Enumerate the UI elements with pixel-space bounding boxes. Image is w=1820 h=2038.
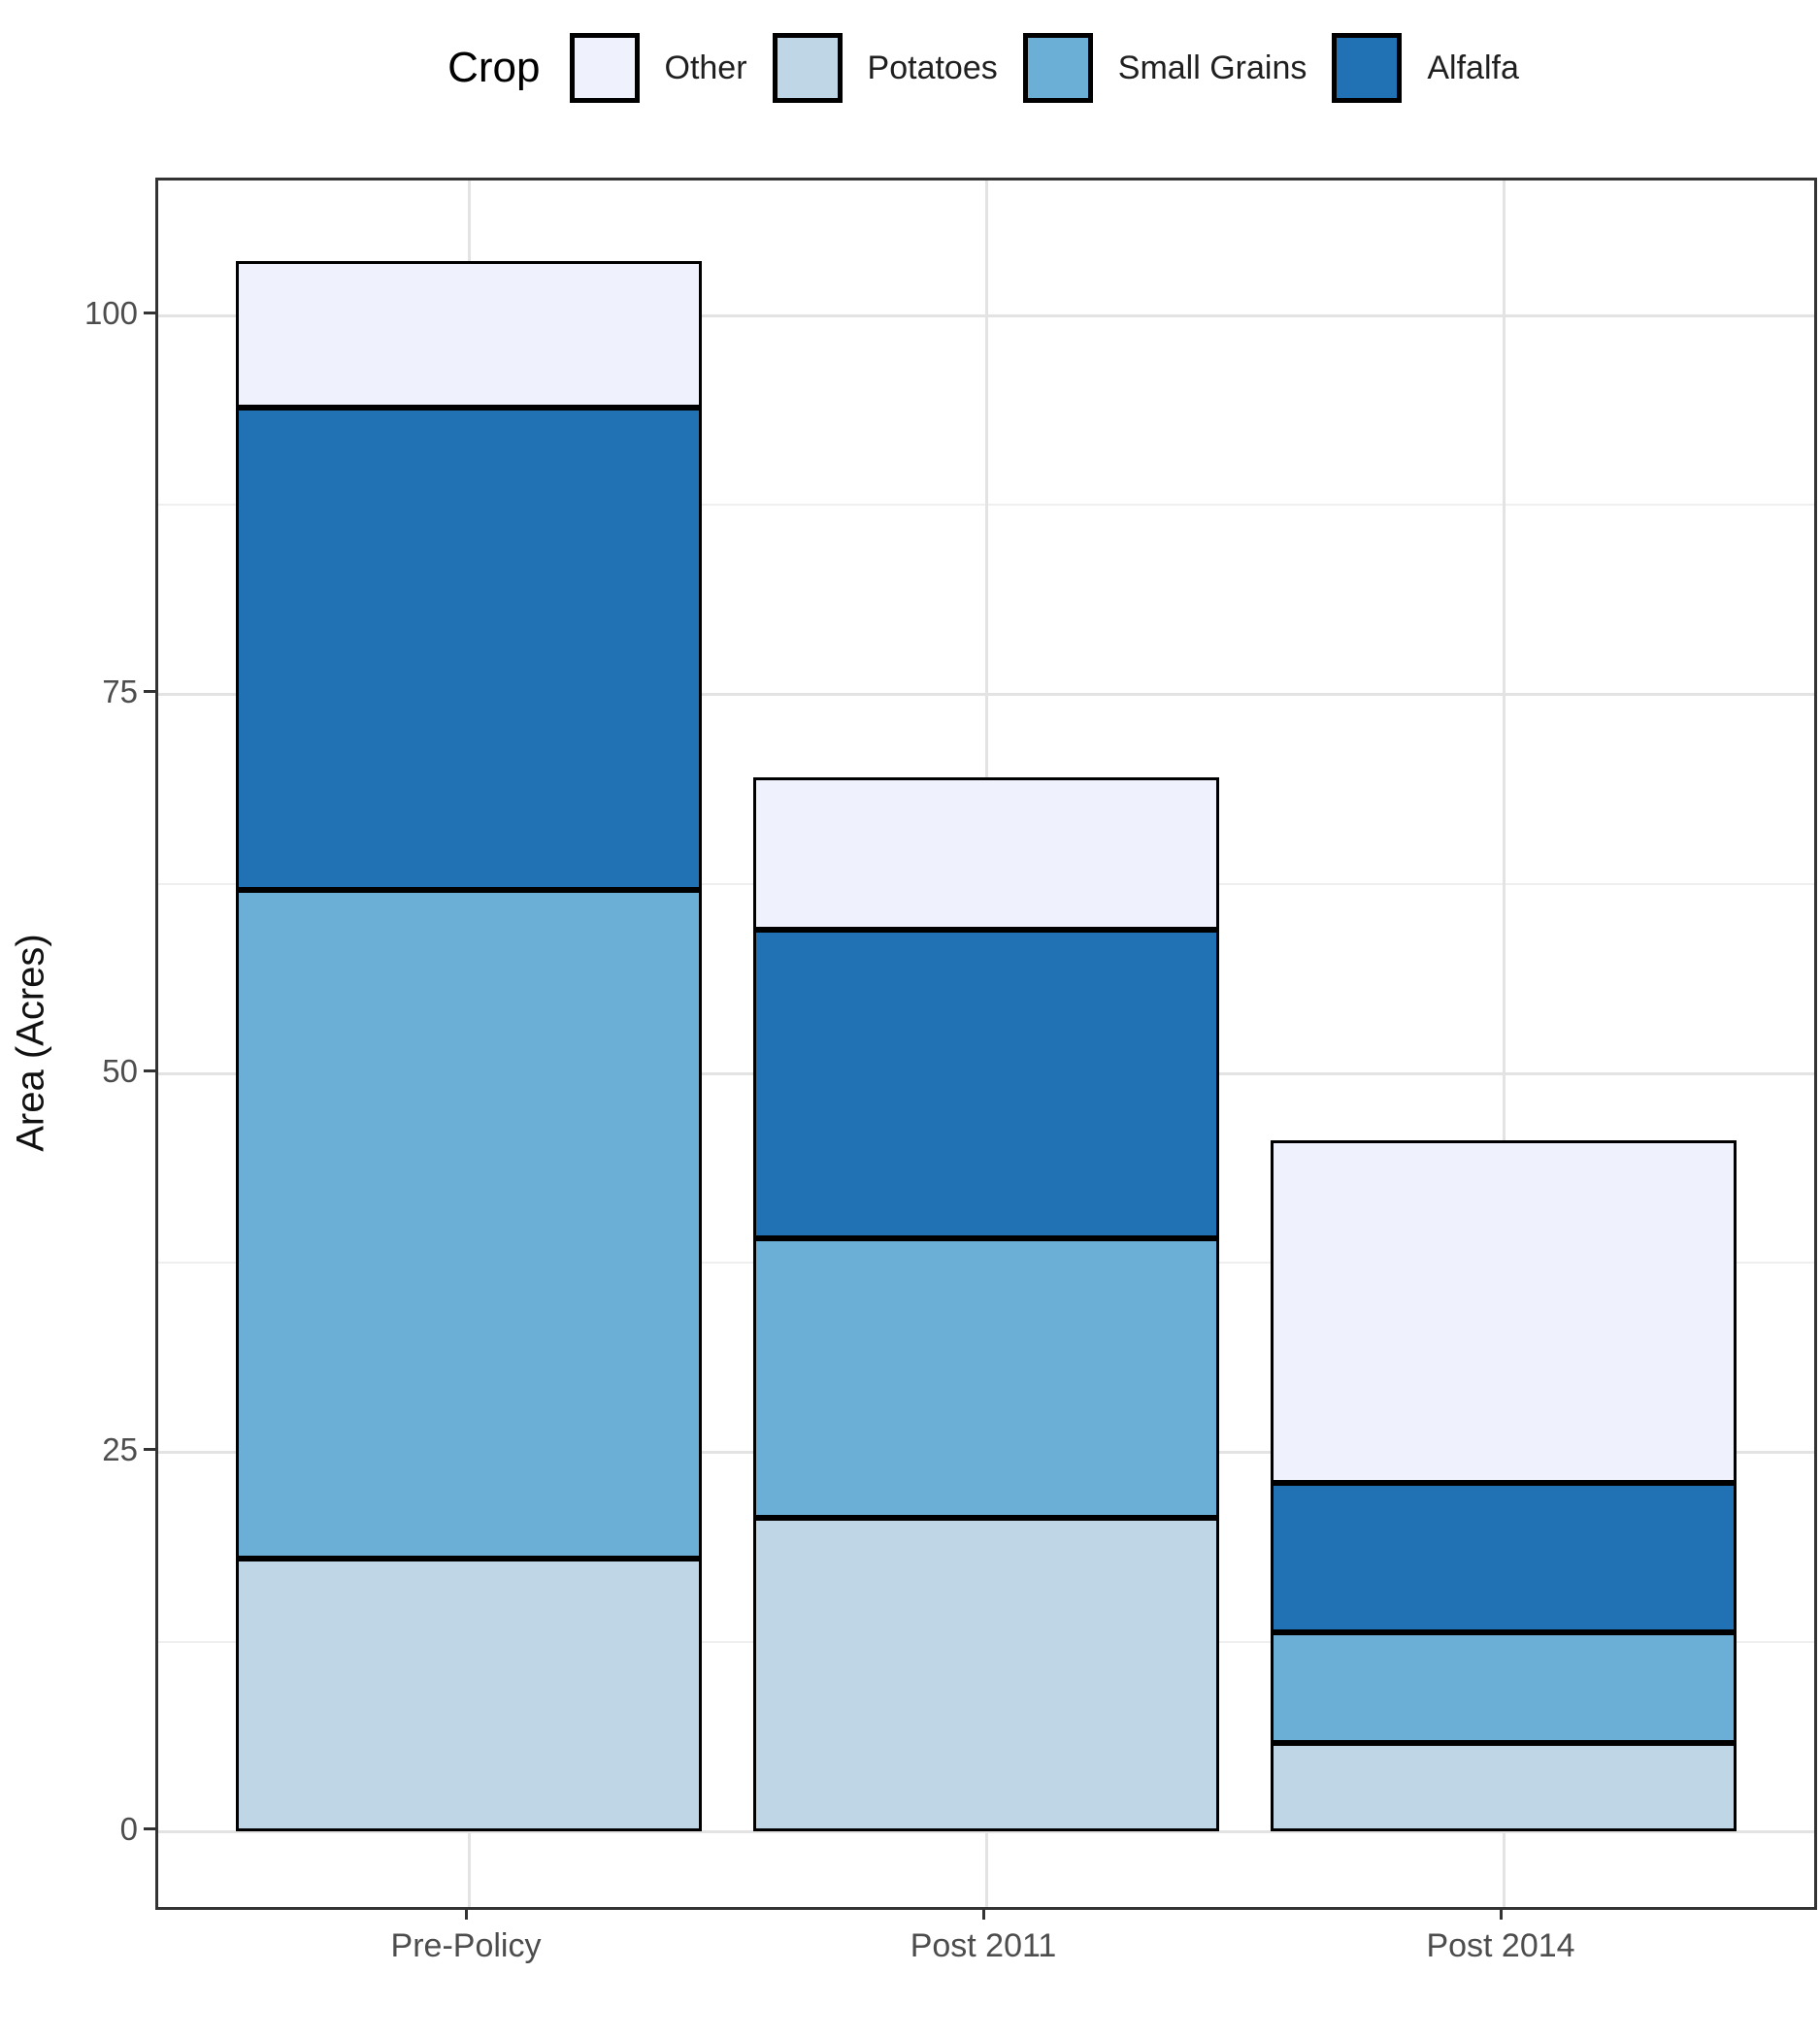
y-axis-tick-label: 100 [83,294,138,331]
x-axis-tick [464,1907,468,1920]
y-axis-tick [144,690,155,693]
x-axis-tick [1499,1907,1503,1920]
legend-key-swatch [569,33,640,103]
y-axis-tick-label: 25 [102,1431,138,1467]
x-axis-tick [981,1907,985,1920]
bar-segment-other [753,777,1219,930]
gridline-major-vertical [1502,181,1506,1907]
bar-segment-potatoes [1271,1743,1737,1831]
bar-segment-potatoes [753,1517,1219,1831]
y-axis-tick-label: 50 [102,1052,138,1089]
legend: Crop Other Potatoes Small Grains Alfalfa [155,14,1811,122]
legend-title: Crop [447,44,541,91]
x-axis-tick-label: Pre-Policy [390,1927,542,1964]
legend-item-small-grains: Small Grains [1022,33,1307,103]
bar-segment-small-grains [1271,1632,1737,1744]
y-axis-tick-label: 75 [102,674,138,709]
bar-segment-potatoes [236,1558,702,1831]
legend-item-alfalfa: Alfalfa [1332,33,1519,103]
legend-key-swatch [1332,33,1403,103]
y-axis-tick [144,311,155,314]
y-axis-tick [144,1448,155,1451]
bar-segment-alfalfa [236,408,702,890]
legend-key-swatch [772,33,843,103]
bar-segment-alfalfa [1271,1482,1737,1633]
legend-item-other: Other [569,33,747,103]
plot-panel [155,178,1817,1910]
legend-item-label: Other [664,49,747,86]
legend-item-label: Small Grains [1117,49,1307,86]
x-axis-tick-label: Post 2011 [910,1927,1057,1964]
legend-item-label: Alfalfa [1427,49,1519,86]
bar-segment-alfalfa [753,929,1219,1239]
bar-segment-other [1271,1139,1737,1483]
bar-segment-small-grains [236,889,702,1559]
y-axis-tick [144,1826,155,1830]
x-axis-tick-label: Post 2014 [1426,1927,1575,1964]
legend-item-label: Potatoes [867,49,998,86]
bar-segment-small-grains [753,1238,1219,1518]
legend-item-potatoes: Potatoes [772,33,998,103]
y-axis-tick [144,1068,155,1072]
y-axis-title: Area (Acres) [9,934,52,1152]
y-axis-tick-label: 0 [119,1810,138,1847]
legend-key-swatch [1022,33,1093,103]
bar-segment-other [236,260,702,409]
